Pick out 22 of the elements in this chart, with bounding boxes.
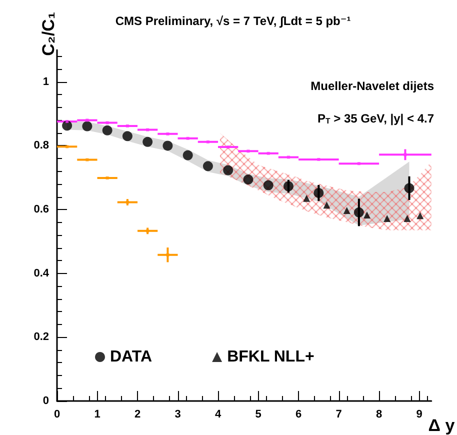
legend-label: BFKL NLL+ [227,348,314,366]
x-tick-label: 0 [54,408,60,420]
y-tick-label: 0.6 [34,204,49,216]
x-tick-label: 7 [336,408,342,420]
x-tick-label: 9 [416,408,422,420]
chart-title: CMS Preliminary, √s = 7 TeV, ∫Ldt = 5 pb⁻¹ [115,14,351,28]
y-tick-label: 1 [42,76,49,88]
y-tick-label: 0.2 [34,331,49,344]
x-tick-label: 2 [134,408,141,420]
x-tick-label: 5 [255,408,262,420]
y-axis-title: C₂/C₁ [39,12,58,56]
x-tick-label: 3 [174,408,181,420]
x-tick-label: 6 [295,408,302,420]
y-tick-label: 0 [42,395,49,407]
legend-label: DATA [110,348,153,366]
x-tick-label: 8 [376,408,382,420]
y-tick-label: 0.8 [34,140,49,152]
x-tick-label: 4 [214,408,222,420]
x-axis-title: Δ y [428,416,456,435]
x-tick-label: 1 [94,408,100,420]
annotation: Mueller-Navelet dijets [310,79,434,93]
y-tick-label: 0.4 [34,267,50,280]
